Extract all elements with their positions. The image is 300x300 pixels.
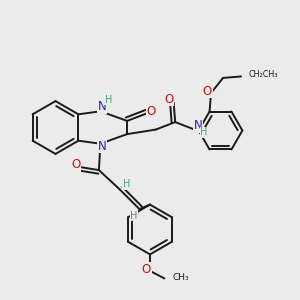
Text: O: O <box>142 263 151 276</box>
Text: H: H <box>123 179 130 189</box>
Text: O: O <box>164 92 173 106</box>
Text: H: H <box>200 127 208 137</box>
Text: O: O <box>147 105 156 119</box>
Text: H: H <box>130 211 138 221</box>
Text: O: O <box>71 158 80 171</box>
Text: H: H <box>105 95 112 105</box>
Text: CH₃: CH₃ <box>173 273 189 282</box>
Text: CH₂CH₃: CH₂CH₃ <box>249 70 278 80</box>
Text: N: N <box>98 100 106 113</box>
Text: N: N <box>194 119 203 132</box>
Text: N: N <box>98 140 106 153</box>
Text: O: O <box>203 85 212 98</box>
